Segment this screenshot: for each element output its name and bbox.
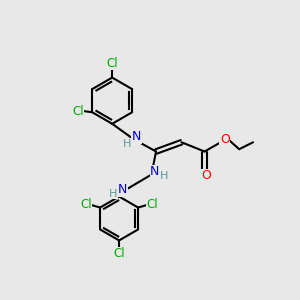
Text: Cl: Cl bbox=[80, 198, 92, 211]
Text: H: H bbox=[109, 189, 118, 199]
Text: N: N bbox=[132, 130, 141, 143]
Text: O: O bbox=[201, 169, 211, 182]
Text: Cl: Cl bbox=[72, 105, 84, 118]
Text: Cl: Cl bbox=[113, 247, 125, 260]
Text: O: O bbox=[220, 134, 230, 146]
Text: H: H bbox=[123, 139, 131, 149]
Text: H: H bbox=[160, 171, 168, 182]
Text: Cl: Cl bbox=[147, 198, 158, 211]
Text: N: N bbox=[118, 183, 127, 196]
Text: Cl: Cl bbox=[106, 57, 118, 70]
Text: N: N bbox=[150, 165, 160, 178]
